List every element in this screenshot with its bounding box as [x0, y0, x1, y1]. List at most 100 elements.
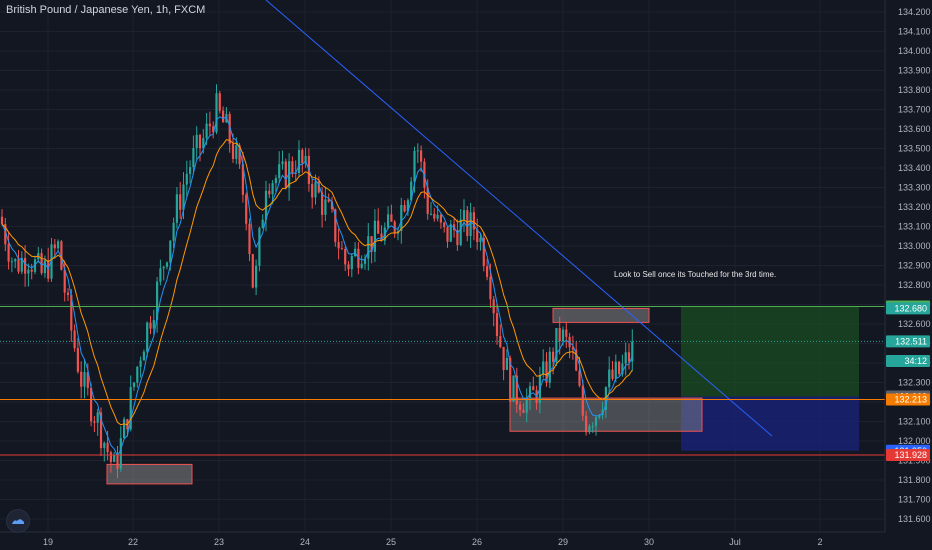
- time-tick-label: Jul: [729, 537, 741, 547]
- price-tick-label: 133.000: [898, 241, 931, 251]
- candle-body: [80, 371, 83, 387]
- candle-body: [63, 269, 66, 293]
- candle-body: [136, 366, 139, 383]
- price-tick-label: 134.200: [898, 7, 931, 17]
- resistance-box: [552, 307, 650, 323]
- price-tick-label: 134.100: [898, 27, 931, 37]
- candle-body: [129, 386, 132, 430]
- drawing-zones[interactable]: [106, 306, 859, 485]
- drawing-lines[interactable]: [0, 0, 885, 456]
- candle-body: [179, 194, 182, 210]
- candle-body: [215, 93, 218, 133]
- symbol-title[interactable]: British Pound / Japanese Yen, 1h, FXCM: [6, 4, 206, 16]
- candle-body: [93, 421, 96, 423]
- candle-body: [86, 372, 89, 388]
- candle-body: [466, 210, 469, 237]
- candle-body: [439, 214, 442, 223]
- candle-body: [248, 223, 251, 255]
- candle-body: [73, 330, 76, 349]
- candle-body: [182, 184, 185, 210]
- candle-body: [175, 194, 178, 223]
- candle-body: [284, 161, 287, 188]
- price-axis[interactable]: 134.200 134.100 134.000 133.900 133.800 133.7…: [884, 0, 932, 550]
- candle-body: [380, 233, 383, 241]
- candle-body: [297, 149, 301, 174]
- candle-body: [231, 143, 235, 159]
- candle-body: [268, 190, 271, 195]
- candle-body: [406, 200, 409, 212]
- candle-body: [278, 164, 281, 179]
- candle-body: [261, 219, 264, 229]
- candle-body: [172, 222, 175, 241]
- candle-body: [486, 266, 489, 277]
- candle-body: [103, 442, 106, 448]
- candle-body: [433, 213, 436, 219]
- candle-body: [594, 417, 598, 427]
- candle-body: [585, 415, 588, 433]
- candle-body: [347, 264, 350, 270]
- candle-body: [604, 387, 607, 410]
- time-tick-label: 25: [386, 537, 396, 547]
- candle-body: [327, 199, 330, 202]
- price-tick-label: 133.800: [898, 85, 931, 95]
- candle-body: [459, 219, 462, 246]
- price-badge-label: 132.680: [894, 303, 927, 313]
- candle-body: [598, 415, 601, 418]
- candle-body: [238, 145, 241, 165]
- candle-body: [205, 123, 208, 139]
- candlestick-series: [0, 84, 634, 479]
- candle-body: [588, 426, 591, 433]
- price-tick-label: 131.800: [898, 475, 931, 485]
- candle-body: [30, 269, 33, 272]
- candle-body: [350, 255, 353, 270]
- price-tick-label: 132.800: [898, 280, 931, 290]
- candle-body: [212, 126, 215, 133]
- candle-body: [568, 336, 571, 348]
- candle-body: [99, 412, 103, 448]
- candle-body: [578, 370, 581, 386]
- candle-body: [393, 221, 396, 234]
- candle-body: [426, 187, 429, 214]
- candle-body: [403, 205, 406, 212]
- candle-body: [291, 161, 294, 173]
- moving-averages: [1, 116, 633, 457]
- candle-body: [311, 183, 314, 198]
- candle-body: [162, 266, 165, 269]
- candle-body: [608, 369, 611, 388]
- candle-body: [251, 254, 254, 288]
- candle-body: [509, 357, 512, 402]
- price-tick-label: 132.600: [898, 319, 931, 329]
- candle-body: [627, 352, 631, 362]
- candle-body: [109, 452, 112, 462]
- candle-body: [548, 351, 551, 383]
- price-badge: [886, 355, 930, 368]
- price-axis-bg: [885, 0, 932, 550]
- price-badge-label: 132.213: [894, 394, 927, 404]
- chart-grid: [0, 0, 885, 532]
- candle-body: [532, 386, 535, 391]
- candle-body: [70, 295, 73, 331]
- tradingview-logo-icon[interactable]: [6, 509, 30, 533]
- candle-body: [132, 382, 136, 387]
- time-axis[interactable]: 19 22 23 24 25 26 29 30 Jul 2: [0, 531, 885, 547]
- downtrend-line: [265, 0, 773, 437]
- candle-body: [106, 442, 109, 453]
- candle-body: [621, 363, 624, 375]
- candle-body: [420, 150, 423, 162]
- price-tick-label: 133.700: [898, 105, 931, 115]
- candle-body: [255, 265, 258, 288]
- price-tick-label: 133.100: [898, 222, 931, 232]
- candle-body: [113, 455, 116, 462]
- candle-body: [222, 110, 225, 123]
- time-tick-label: 19: [43, 537, 53, 547]
- price-tick-label: 133.300: [898, 183, 931, 193]
- candle-body: [360, 263, 363, 268]
- candle-body: [241, 164, 244, 195]
- price-tick-label: 133.900: [898, 66, 931, 76]
- candle-body: [400, 205, 403, 231]
- candle-body: [591, 426, 594, 428]
- candle-body: [245, 194, 248, 224]
- low-box: [106, 463, 193, 485]
- candle-body: [192, 148, 195, 168]
